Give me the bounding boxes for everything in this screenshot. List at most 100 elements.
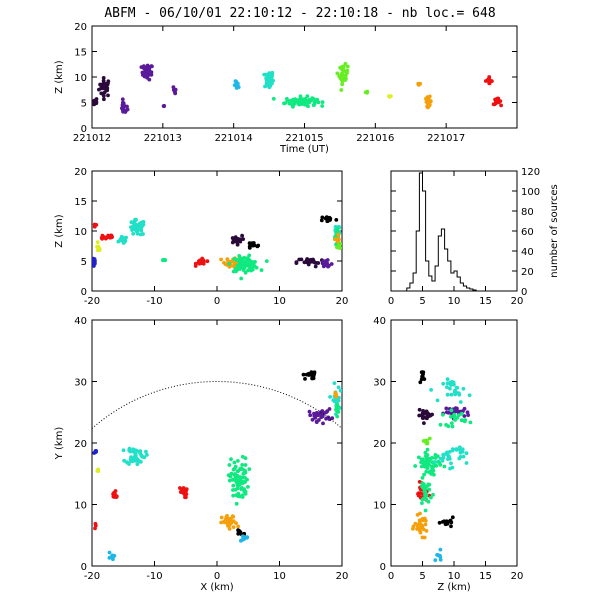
y-tick-label: 20	[521, 267, 534, 278]
source-point	[142, 66, 147, 71]
source-point	[256, 243, 261, 248]
source-point	[107, 235, 112, 239]
source-point	[457, 391, 461, 396]
panel-x-height: -20 -10 0 10 20 0 5 10 15 20 Z (km)	[54, 167, 348, 307]
source-point	[283, 101, 287, 105]
source-point	[442, 519, 447, 524]
source-point	[340, 82, 345, 87]
source-point	[315, 97, 320, 102]
source-point	[418, 380, 423, 385]
source-point	[232, 256, 237, 261]
source-point	[437, 520, 442, 525]
source-point	[307, 409, 312, 414]
x-tick-label: 221015	[285, 133, 323, 144]
source-point	[420, 501, 424, 505]
source-point	[305, 94, 310, 99]
source-point	[173, 87, 178, 92]
source-point	[263, 84, 268, 88]
source-point	[456, 413, 461, 418]
source-point	[103, 82, 108, 86]
source-point	[161, 258, 166, 262]
source-point	[92, 256, 96, 261]
source-point	[219, 520, 224, 525]
source-point	[435, 398, 440, 403]
source-point	[247, 467, 252, 471]
source-point	[415, 527, 419, 531]
x-tick-label: 221012	[73, 133, 111, 144]
source-point	[301, 372, 306, 377]
source-point	[422, 472, 426, 477]
y-tick-label: 5	[81, 99, 87, 110]
x-tick-label: 5	[419, 571, 425, 582]
source-point	[449, 392, 454, 397]
source-point	[231, 493, 236, 498]
x-tick-label: 221017	[427, 133, 465, 144]
source-point	[232, 460, 237, 465]
source-point	[235, 83, 240, 87]
source-point	[427, 487, 432, 492]
source-point	[462, 414, 467, 418]
source-point	[427, 436, 432, 441]
source-point	[302, 260, 307, 265]
source-point	[422, 535, 427, 540]
source-point	[423, 460, 428, 464]
source-point	[271, 96, 276, 101]
source-point	[291, 104, 295, 109]
source-point	[452, 390, 457, 395]
source-point	[446, 457, 450, 461]
source-point	[450, 515, 455, 520]
source-point	[343, 61, 348, 66]
source-point	[423, 454, 428, 458]
source-point	[319, 218, 324, 223]
x-tick-label: 0	[388, 571, 394, 582]
source-point	[425, 466, 430, 470]
source-point	[238, 494, 242, 499]
x-tick-label: 221014	[215, 133, 253, 144]
source-point	[93, 521, 98, 526]
y-axis-label: Z (km)	[54, 214, 65, 247]
source-point	[139, 453, 144, 458]
source-point	[135, 458, 140, 463]
source-point	[294, 261, 299, 265]
source-point	[338, 65, 343, 70]
source-point	[236, 257, 241, 262]
scatter-points	[92, 370, 342, 562]
source-point	[264, 79, 269, 83]
source-point	[99, 91, 104, 96]
source-point	[417, 407, 422, 412]
y-tick-label: 0	[81, 287, 87, 298]
source-point	[251, 241, 256, 245]
source-point	[455, 385, 460, 390]
plot-frame	[91, 170, 343, 292]
source-point	[416, 83, 421, 87]
y-tick-label: 10	[74, 73, 87, 84]
panel-time-height: 221012 221013 221014 221015 221016 221017 0 5 10…	[54, 22, 518, 155]
source-point	[138, 449, 143, 454]
source-point	[94, 101, 99, 106]
source-point	[422, 496, 426, 501]
source-point	[247, 253, 252, 258]
source-point	[268, 75, 273, 80]
source-point	[121, 100, 125, 105]
source-point	[461, 454, 466, 459]
source-point	[121, 236, 126, 241]
source-point	[425, 447, 430, 452]
plot-frame	[91, 25, 518, 129]
source-point	[93, 526, 97, 531]
source-point	[419, 457, 424, 462]
source-point	[449, 461, 453, 466]
source-point	[135, 462, 140, 467]
source-point	[308, 413, 313, 418]
source-point	[262, 72, 267, 77]
y-tick-label: 100	[521, 187, 540, 198]
source-point	[460, 411, 464, 416]
source-point	[420, 370, 425, 374]
source-point	[423, 522, 428, 527]
source-point	[453, 418, 457, 422]
source-point	[313, 264, 318, 269]
source-point	[450, 424, 455, 429]
source-point	[452, 382, 456, 387]
source-point	[449, 414, 453, 419]
source-point	[447, 450, 452, 454]
source-point	[297, 257, 302, 262]
